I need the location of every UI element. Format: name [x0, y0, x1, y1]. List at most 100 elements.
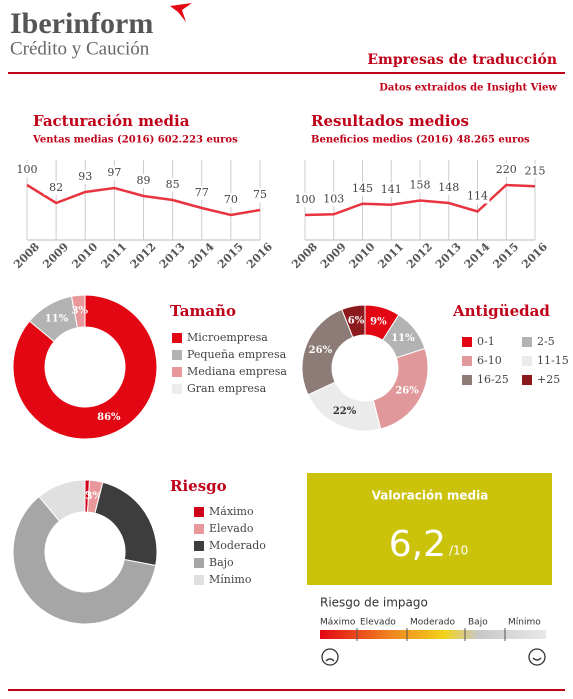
- label-bg: [465, 189, 490, 204]
- label-bg: [379, 182, 404, 197]
- x-tick-label: 2015: [215, 240, 246, 271]
- chart-subtitle: Beneficios medios (2016) 48.265 euros: [311, 135, 530, 146]
- rating-scale: /10: [449, 544, 468, 558]
- data-label: 26%: [309, 345, 333, 356]
- data-label: 220: [496, 163, 517, 176]
- chart-title: Antigüedad: [452, 302, 550, 320]
- data-label: 82: [49, 181, 63, 194]
- label-bg: [189, 186, 214, 200]
- legend-label: 0-1: [477, 335, 495, 348]
- data-label: 3%: [71, 306, 88, 317]
- legend-label: 6-10: [477, 354, 502, 367]
- x-tick-label: 2013: [157, 240, 188, 271]
- page-title: Empresas de traducción: [367, 52, 557, 68]
- legend-label: 16-25: [477, 373, 509, 386]
- data-label: 26%: [395, 386, 419, 397]
- risk-bar: [320, 630, 546, 639]
- data-label: 75: [253, 188, 267, 201]
- data-label: 85: [166, 178, 180, 191]
- legend-label: Gran empresa: [187, 382, 267, 395]
- label-bg: [15, 163, 39, 177]
- donut-segment: [38, 479, 86, 522]
- label-bg: [350, 181, 375, 196]
- x-tick-label: 2012: [128, 240, 159, 271]
- data-label: 114: [467, 190, 488, 203]
- x-tick-label: 2011: [99, 240, 130, 271]
- chart-title: Tamaño: [170, 302, 236, 320]
- label-bg: [102, 166, 127, 180]
- legend-label: Pequeña empresa: [187, 348, 287, 361]
- legend-label: Mediana empresa: [187, 365, 287, 378]
- legend-swatch: [194, 507, 204, 517]
- risk-level: Moderado: [410, 618, 455, 628]
- data-label: 3%: [86, 491, 103, 502]
- x-tick-label: 2008: [289, 240, 320, 271]
- x-tick-label: 2015: [490, 240, 521, 271]
- legend-swatch: [194, 558, 204, 568]
- x-tick-label: 2012: [404, 240, 435, 271]
- data-label: 22%: [333, 406, 357, 417]
- risk-title: Riesgo de impago: [320, 596, 428, 610]
- data-label: 100: [295, 193, 316, 206]
- x-tick-label: 2010: [69, 240, 100, 271]
- data-label: 145: [352, 182, 373, 195]
- label-bg: [160, 178, 185, 192]
- line: [304, 183, 536, 217]
- label-bg: [436, 181, 461, 195]
- legend-swatch: [172, 350, 182, 360]
- data-label: 141: [381, 183, 402, 196]
- legend-swatch: [172, 367, 182, 377]
- chart-subtitle: Ventas medias (2016) 602.223 euros: [32, 135, 238, 146]
- legend-swatch: [194, 541, 204, 551]
- legend-label: 11-15: [537, 354, 569, 367]
- legend-label: Microempresa: [187, 331, 268, 344]
- legend-label: Moderado: [209, 539, 266, 552]
- data-label: 11%: [45, 313, 69, 324]
- label-bg: [494, 163, 519, 177]
- risk-level: Mínimo: [508, 618, 541, 628]
- label-bg: [293, 193, 317, 207]
- data-label: 100: [17, 163, 38, 176]
- legend-label: Bajo: [209, 556, 234, 569]
- legend-label: 2-5: [537, 335, 555, 348]
- label-bg: [408, 178, 432, 193]
- data-label: 86%: [97, 412, 121, 423]
- data-label: 158: [410, 179, 431, 192]
- label-bg: [248, 188, 272, 202]
- rating-title: Valoración media: [372, 489, 489, 503]
- data-label: 77: [195, 186, 209, 199]
- logo: [170, 3, 192, 22]
- data-label: 103: [323, 192, 344, 205]
- faces: [321, 648, 546, 666]
- x-tick-label: 2016: [244, 240, 275, 271]
- source: Datos extraídos de Insight View: [379, 83, 557, 94]
- line: [26, 183, 261, 217]
- legend-swatch: [462, 356, 472, 366]
- chart-title: Resultados medios: [311, 112, 469, 130]
- label-bg: [218, 193, 243, 207]
- data-label: 6%: [348, 315, 365, 326]
- donut-segment: [94, 481, 158, 567]
- rating-value: 6,2: [389, 524, 446, 565]
- legend-swatch: [194, 524, 204, 534]
- data-label: 70: [224, 193, 238, 206]
- brand: Iberinform: [10, 7, 153, 40]
- data-label: 148: [438, 181, 459, 194]
- x-tick-label: 2010: [347, 240, 378, 271]
- legend-swatch: [462, 337, 472, 347]
- x-tick-label: 2014: [186, 240, 217, 271]
- risk-level: Elevado: [360, 618, 396, 628]
- data-label: 9%: [370, 316, 387, 327]
- legend-swatch: [522, 356, 532, 366]
- chart-title: Riesgo: [170, 477, 227, 495]
- data-label: 1%: [79, 491, 96, 502]
- legend-swatch: [172, 384, 182, 394]
- x-tick-label: 2011: [375, 240, 406, 271]
- data-label: 93: [78, 170, 92, 183]
- x-tick-label: 2016: [519, 240, 550, 271]
- legend-swatch: [522, 375, 532, 385]
- donut-segment: [12, 294, 158, 440]
- label-bg: [523, 164, 547, 179]
- donut-segment: [12, 495, 157, 625]
